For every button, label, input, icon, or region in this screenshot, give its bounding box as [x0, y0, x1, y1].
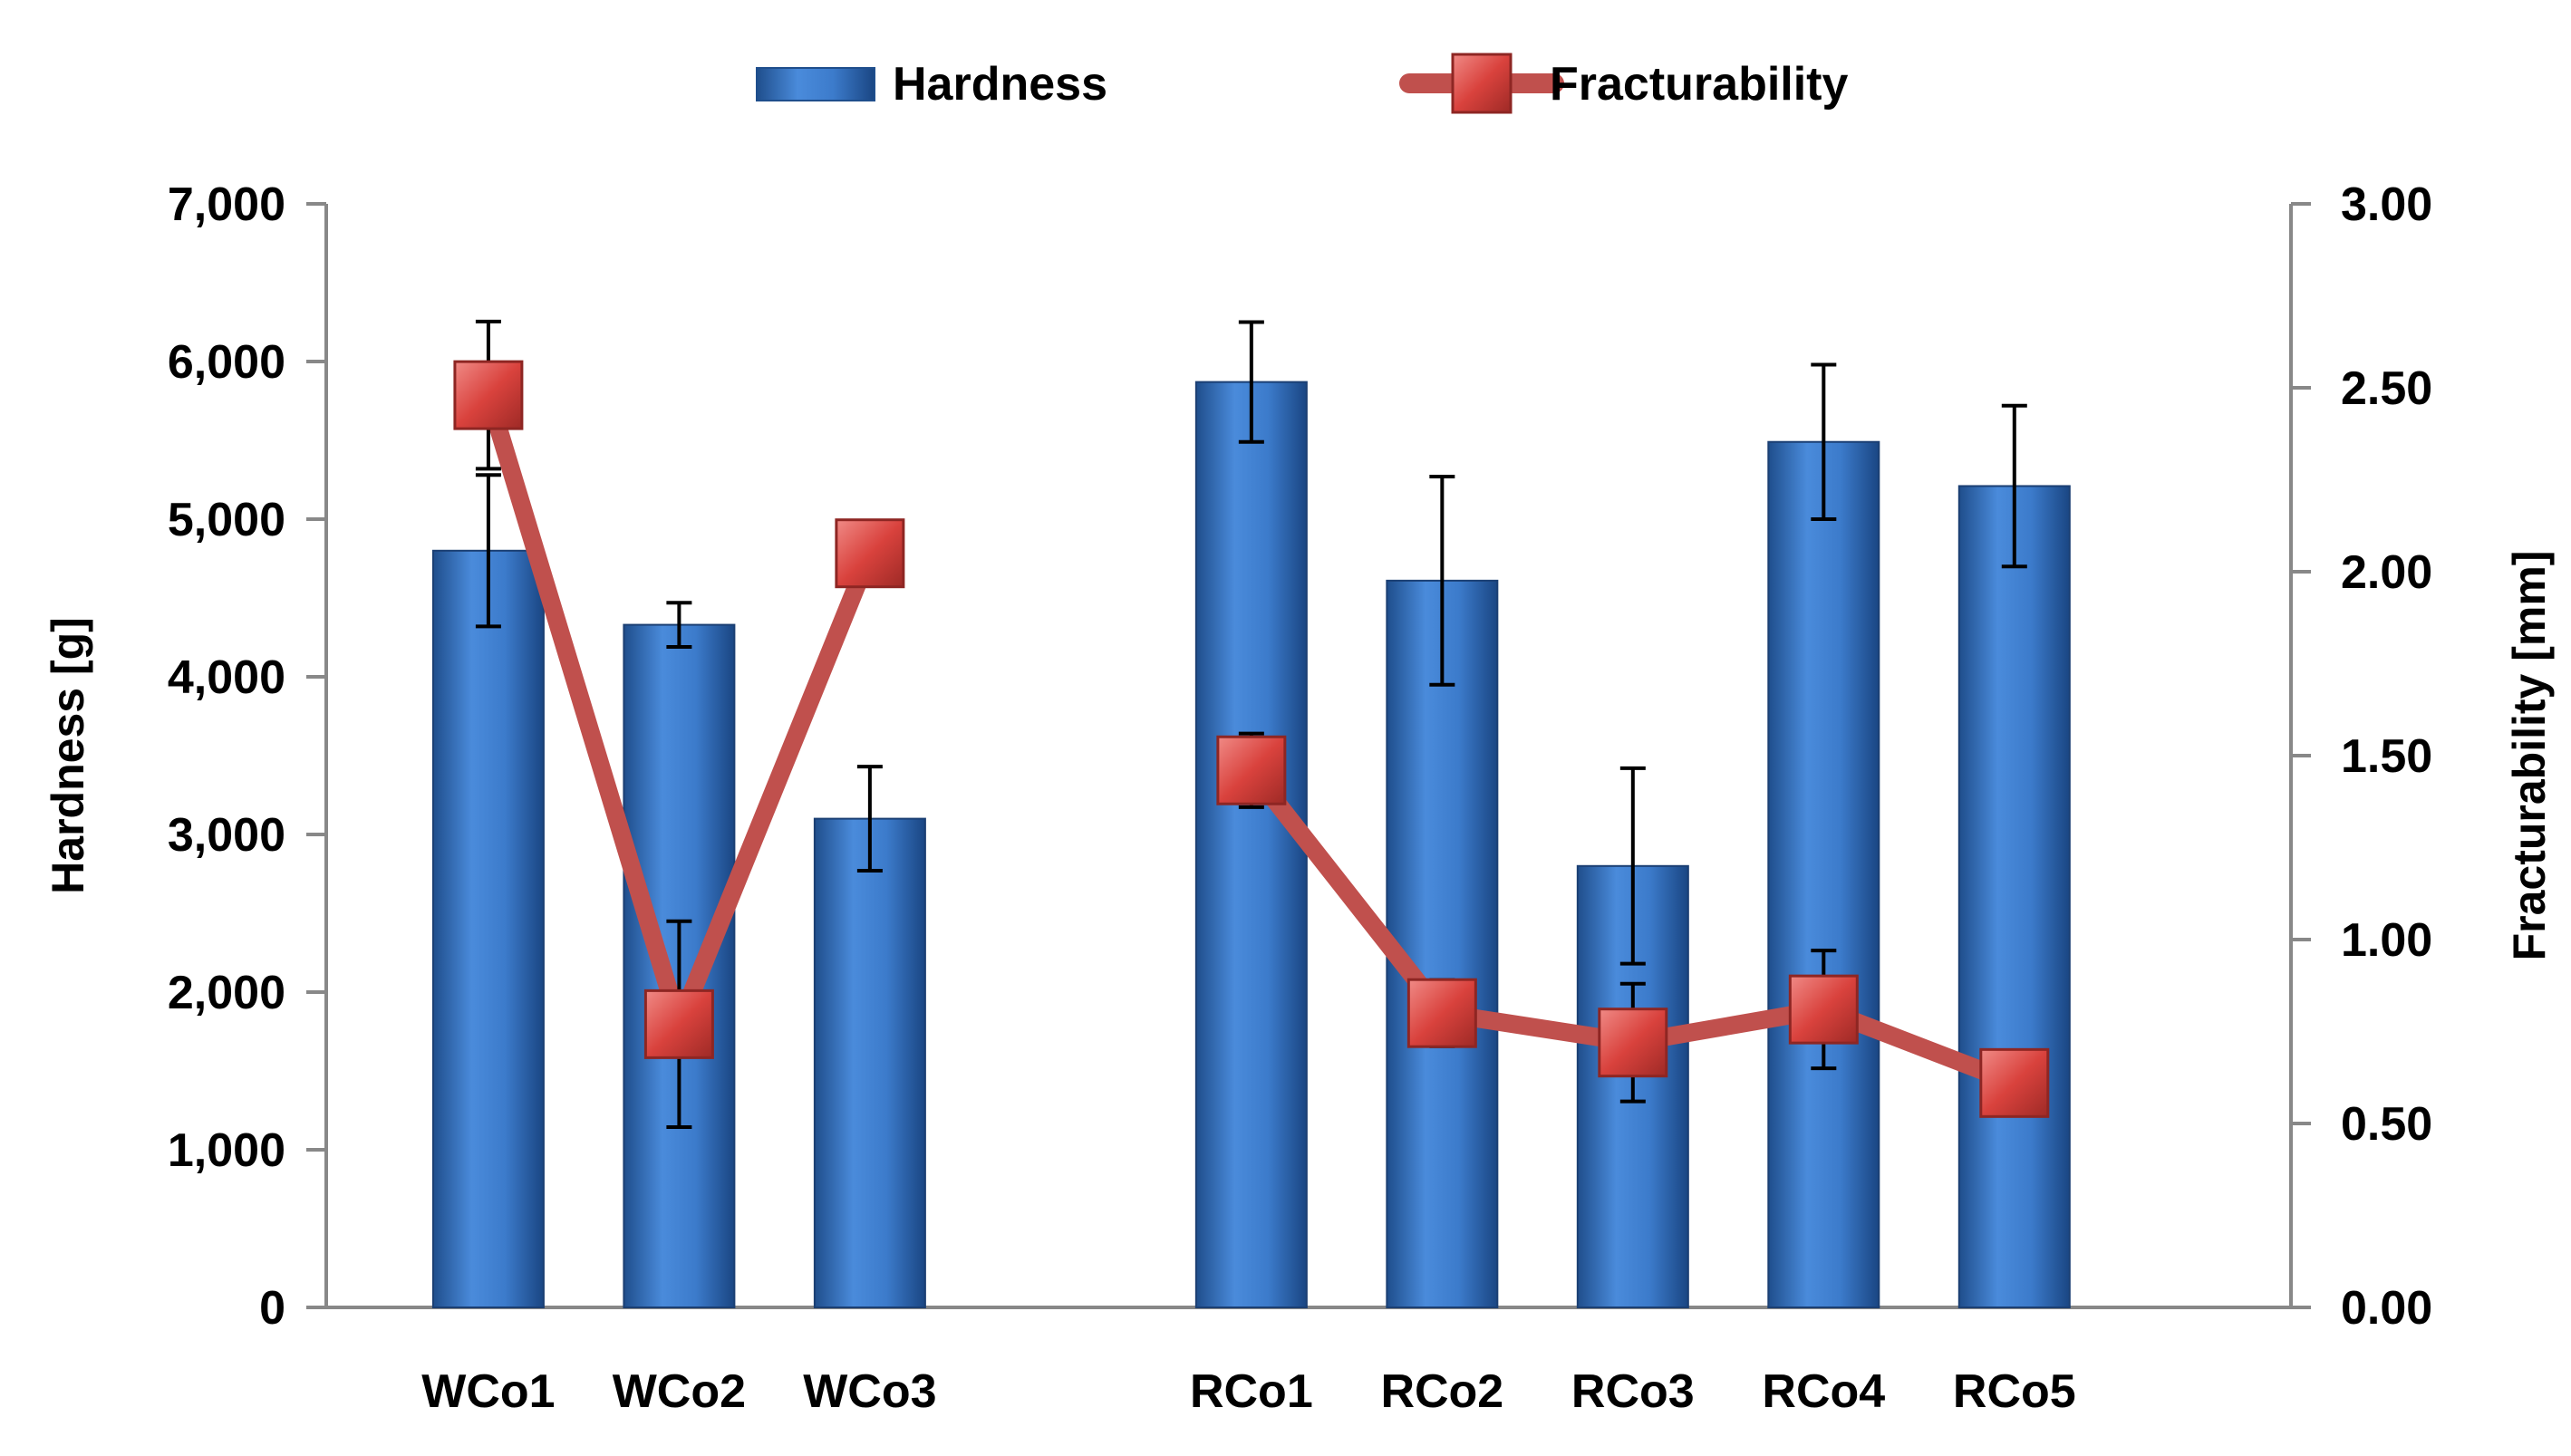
x-tick-label: RCo2 — [1380, 1365, 1503, 1418]
fracturability-marker — [1788, 974, 1859, 1045]
fracturability-marker — [453, 360, 524, 430]
fracturability-marker — [1598, 1008, 1668, 1078]
left-tick-label: 3,000 — [168, 809, 285, 862]
left-tick-label: 0 — [259, 1282, 285, 1335]
hardness-bar — [1767, 440, 1880, 1308]
left-axis-title: Hardness [g] — [43, 617, 93, 894]
left-tick-label: 4,000 — [168, 651, 285, 704]
right-axis-ticks: 0.00 0.50 1.00 1.50 2.00 2.50 3.00 — [2291, 178, 2432, 1335]
left-tick-label: 6,000 — [168, 336, 285, 389]
hardness-bar — [813, 817, 926, 1308]
x-tick-label: RCo5 — [1953, 1365, 2076, 1418]
x-tick-label: RCo3 — [1571, 1365, 1695, 1418]
hardness-bar — [1957, 485, 2071, 1308]
left-tick-label: 2,000 — [168, 967, 285, 1019]
hardness-error-bars — [475, 320, 2027, 966]
fracturability-marker — [1216, 735, 1287, 805]
hardness-bar — [1194, 381, 1308, 1308]
legend-swatch-fracturability-marker — [1451, 53, 1513, 114]
right-axis-title: Fracturability [mm] — [2504, 551, 2555, 961]
x-tick-label: RCo1 — [1190, 1365, 1313, 1418]
x-tick-label: RCo4 — [1762, 1365, 1885, 1418]
legend-label-hardness: Hardness — [893, 58, 1107, 111]
hardness-bar — [431, 549, 545, 1308]
x-tick-label: WCo2 — [613, 1365, 746, 1418]
fracturability-marker — [835, 518, 905, 589]
right-tick-label: 2.50 — [2341, 362, 2432, 415]
x-tick-label: WCo1 — [421, 1365, 555, 1418]
legend-label-fracturability: Fracturability — [1550, 58, 1848, 111]
right-tick-label: 2.00 — [2341, 546, 2432, 599]
legend: Hardness Fracturability — [756, 53, 1848, 114]
right-tick-label: 3.00 — [2341, 178, 2432, 231]
fracturability-marker — [643, 988, 714, 1059]
left-tick-label: 7,000 — [168, 178, 285, 231]
left-axis-ticks: 0 1,000 2,000 3,000 4,000 5,000 6,000 7,000 — [168, 178, 326, 1335]
right-tick-label: 1.00 — [2341, 914, 2432, 967]
fracturability-marker — [1979, 1047, 2050, 1118]
right-tick-label: 0.00 — [2341, 1282, 2432, 1335]
fracturability-series — [453, 319, 2050, 1130]
right-tick-label: 1.50 — [2341, 730, 2432, 783]
x-axis-ticks: WCo1 WCo2 WCo3 RCo1 RCo2 RCo3 RCo4 RCo5 — [421, 1365, 2075, 1418]
right-tick-label: 0.50 — [2341, 1098, 2432, 1151]
x-tick-label: WCo3 — [803, 1365, 936, 1418]
legend-swatch-hardness — [756, 67, 875, 101]
left-tick-label: 1,000 — [168, 1124, 285, 1177]
left-tick-label: 5,000 — [168, 494, 285, 546]
hardness-bar — [1386, 579, 1499, 1308]
fracturability-marker — [1406, 978, 1477, 1048]
